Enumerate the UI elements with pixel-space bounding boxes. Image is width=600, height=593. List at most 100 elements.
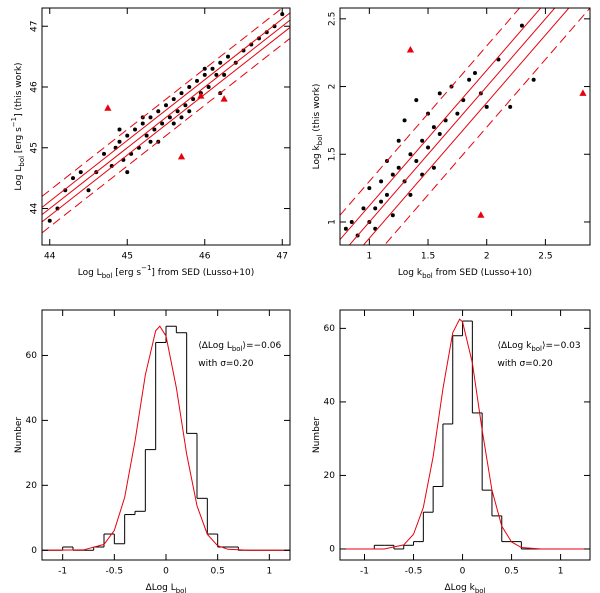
- point: [117, 127, 122, 132]
- point: [396, 165, 401, 170]
- x-tick-label: 2.5: [538, 252, 552, 262]
- fit-line: [42, 8, 284, 197]
- point: [437, 131, 442, 136]
- label-part: ⟨ΔLog L: [198, 341, 232, 351]
- point: [508, 104, 513, 109]
- x-tick-label: -0.5: [405, 567, 423, 577]
- frame: [41, 7, 291, 246]
- fit-line: [340, 8, 542, 240]
- point: [140, 121, 145, 126]
- point: [210, 66, 215, 71]
- label-part: ΔLog L: [146, 583, 176, 593]
- point: [484, 104, 489, 109]
- point: [179, 115, 184, 120]
- x-tick-label: 46: [199, 252, 211, 262]
- label-part: ΔLog k: [445, 583, 476, 593]
- y-tick-label: 46: [30, 81, 40, 93]
- label-part: bol: [176, 587, 187, 593]
- point: [431, 165, 436, 170]
- label-part: Number: [312, 417, 322, 453]
- point: [202, 66, 207, 71]
- y-tick-label: 1: [328, 219, 338, 225]
- point: [214, 72, 219, 77]
- point: [414, 98, 419, 103]
- point: [175, 109, 180, 114]
- x-tick-label: 1: [366, 252, 372, 262]
- x-axis-label: Log kbol from SED (Lusso+10): [398, 268, 532, 281]
- y-tick-label: 60: [324, 324, 336, 334]
- label-part: ⟨ΔLog k: [498, 341, 533, 351]
- point: [179, 91, 184, 96]
- point: [183, 103, 188, 108]
- y-tick-label: 2.5: [328, 12, 338, 26]
- label-part: with σ=0.20: [198, 359, 254, 369]
- point: [187, 85, 192, 89]
- point: [437, 91, 442, 96]
- point: [390, 213, 395, 218]
- x-tick-label: 0: [163, 567, 169, 577]
- triangle-point: [579, 89, 587, 96]
- annotation: ⟨ΔLog Lbol⟩=−0.06: [198, 341, 281, 354]
- x-tick-label: 1.5: [421, 252, 435, 262]
- point: [160, 121, 165, 126]
- plot-area: [42, 8, 290, 234]
- fit-line: [42, 37, 290, 234]
- label-part: bol: [475, 587, 486, 593]
- point: [402, 118, 407, 123]
- y-tick-label: 0: [329, 544, 335, 554]
- point: [431, 125, 436, 130]
- label-part: Log k: [312, 144, 322, 169]
- fit-line: [42, 12, 290, 208]
- point: [455, 111, 460, 116]
- y-tick-label: 0: [31, 546, 37, 556]
- point: [390, 172, 395, 177]
- point: [367, 186, 372, 191]
- point: [133, 127, 137, 132]
- point: [148, 115, 153, 120]
- point: [117, 139, 122, 144]
- plot-area: [340, 318, 590, 550]
- point: [396, 138, 401, 143]
- label-part: Number: [14, 417, 24, 453]
- gaussian-curve: [42, 325, 290, 551]
- x-axis-label: ΔLog Lbol: [146, 583, 187, 593]
- x-tick-label: 2: [484, 252, 490, 262]
- plot-area: [42, 325, 290, 551]
- point: [187, 109, 192, 114]
- point: [343, 226, 348, 231]
- x-tick-label: -1: [58, 567, 67, 577]
- point: [222, 72, 227, 77]
- annotation: with σ=0.20: [198, 359, 254, 369]
- y-tick-label: 40: [324, 397, 336, 407]
- label-part: with σ=0.20: [498, 359, 554, 369]
- point: [426, 145, 431, 150]
- triangle-point: [104, 104, 112, 111]
- point: [71, 176, 75, 181]
- x-tick-label: -1: [360, 567, 369, 577]
- point: [472, 71, 477, 76]
- triangle-point: [220, 95, 228, 102]
- y-tick-label: 47: [30, 21, 40, 32]
- x-tick-label: -0.5: [106, 567, 124, 577]
- x-tick-label: 47: [277, 252, 288, 262]
- label-part: ] (this work): [14, 62, 24, 116]
- point: [414, 159, 419, 164]
- label-part: −1: [141, 264, 151, 272]
- fit-line: [362, 8, 570, 245]
- point: [202, 72, 207, 77]
- y-axis-label: Number: [312, 417, 322, 453]
- point: [408, 152, 413, 157]
- point: [78, 170, 83, 175]
- label-part: Log L: [78, 268, 102, 278]
- triangle-point: [177, 152, 186, 160]
- y-axis-label: Log kbol (this work): [312, 84, 325, 170]
- label-part: from SED (Lusso+10): [433, 268, 532, 278]
- frame: [339, 309, 591, 561]
- point: [384, 192, 389, 197]
- plot-area: [340, 8, 590, 245]
- label-part: [erg s: [14, 127, 24, 156]
- point: [408, 192, 413, 197]
- point: [420, 138, 425, 143]
- gaussian-curve: [340, 318, 590, 550]
